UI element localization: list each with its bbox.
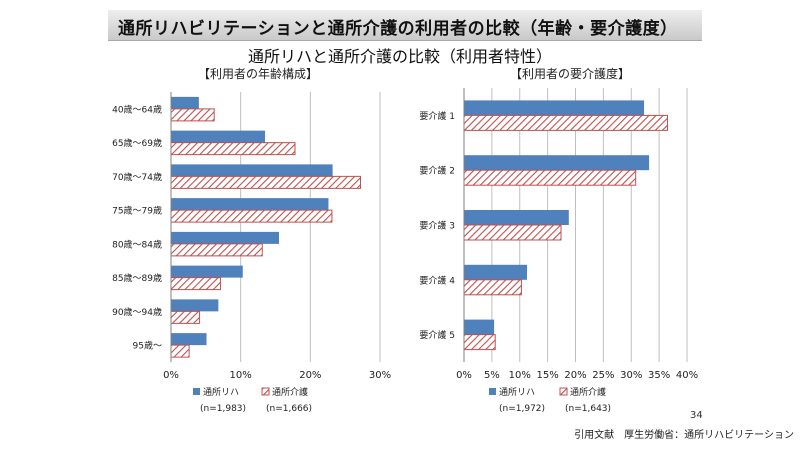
age-category-label: 90歳～94歳 — [112, 306, 162, 318]
care-bar-rehab — [464, 155, 650, 171]
age-tick-label: 10% — [230, 370, 252, 381]
age-bar-rehab — [171, 130, 266, 143]
age-tick-label: 30% — [369, 370, 391, 381]
age-bar-rehab — [171, 231, 279, 244]
age-category-label: 85歳～89歳 — [112, 272, 162, 284]
age-category-label: 70歳～74歳 — [112, 171, 162, 183]
age-bar-daycare — [170, 142, 296, 156]
age-category-label: 65歳～69歳 — [112, 137, 162, 149]
age-bar-daycare — [170, 108, 215, 122]
care-level-chart-title: 【利用者の要介護度】 — [510, 67, 631, 81]
age-legend-label-rehab: 通所リハ — [203, 387, 239, 398]
care-bar-rehab — [464, 100, 645, 116]
age-bar-rehab — [171, 299, 219, 312]
age-category-label: 40歳～64歳 — [112, 103, 162, 115]
care-bar-daycare — [463, 279, 522, 296]
care-tick-label: 5% — [484, 370, 500, 381]
age-category-label: 95歳～ — [133, 340, 162, 352]
age-chart-title: 【利用者の年齢構成】 — [198, 67, 319, 81]
care-tick-label: 35% — [648, 370, 670, 381]
care-bar-rehab — [464, 264, 527, 280]
age-bar-daycare — [170, 344, 190, 358]
care-tick-label: 0% — [456, 370, 472, 381]
care-category-label: 要介護 5 — [419, 329, 455, 341]
age-bar-rehab — [171, 198, 329, 211]
age-bar-rehab — [171, 333, 207, 346]
age-bar-rehab — [171, 265, 243, 278]
age-bar-daycare — [170, 310, 201, 324]
age-legend-swatch-daycare — [261, 387, 270, 396]
age-sample-size-rehab: (n=1,983) — [200, 404, 246, 414]
age-tick-label: 0% — [163, 370, 179, 381]
care-category-label: 要介護 2 — [419, 165, 455, 177]
care-legend-label-rehab: 通所リハ — [499, 387, 535, 398]
care-category-label: 要介護 1 — [419, 110, 455, 122]
title-banner: 通所リハビリテーションと通所介護の利用者の比較（年齢・要介護度） — [108, 10, 702, 41]
care-legend-swatch-daycare — [559, 387, 568, 396]
care-bar-daycare — [463, 334, 496, 351]
age-bar-daycare — [170, 243, 263, 257]
page-subtitle: 通所リハと通所介護の比較（利用者特性） — [247, 47, 552, 66]
age-category-label: 80歳～84歳 — [112, 238, 162, 250]
age-sample-size-daycare: (n=1,666) — [266, 404, 312, 414]
age-tick-label: 20% — [299, 370, 321, 381]
care-tick-label: 10% — [509, 370, 531, 381]
age-bar-daycare — [170, 277, 221, 291]
care-bar-daycare — [463, 224, 562, 241]
age-bar-rehab — [171, 96, 199, 109]
age-bar-daycare — [170, 175, 361, 189]
care-sample-size-rehab: (n=1,972) — [499, 404, 545, 414]
care-bar-daycare — [463, 169, 637, 186]
care-tick-label: 40% — [676, 370, 698, 381]
care-category-label: 要介護 3 — [419, 220, 455, 232]
care-bar-rehab — [464, 319, 495, 335]
age-legend-swatch-rehab — [193, 388, 200, 395]
page-number: 34 — [690, 410, 703, 421]
care-tick-label: 15% — [537, 370, 559, 381]
age-bar-daycare — [170, 209, 333, 223]
age-bar-rehab — [171, 164, 333, 177]
care-tick-label: 20% — [564, 370, 586, 381]
age-legend-label-daycare: 通所介護 — [272, 386, 308, 398]
care-legend-label-daycare: 通所介護 — [570, 386, 606, 398]
citation: 引用文献 厚生労働省：通所リハビリテーション — [574, 430, 794, 441]
age-category-label: 75歳～79歳 — [112, 205, 162, 217]
banner-title: 通所リハビリテーションと通所介護の利用者の比較（年齢・要介護度） — [118, 19, 678, 39]
care-bar-daycare — [463, 114, 668, 131]
care-category-label: 要介護 4 — [419, 274, 455, 286]
care-tick-label: 25% — [592, 370, 614, 381]
care-legend-swatch-rehab — [489, 388, 496, 395]
care-tick-label: 30% — [620, 370, 642, 381]
care-bar-rehab — [464, 210, 569, 225]
care-sample-size-daycare: (n=1,643) — [565, 404, 611, 414]
